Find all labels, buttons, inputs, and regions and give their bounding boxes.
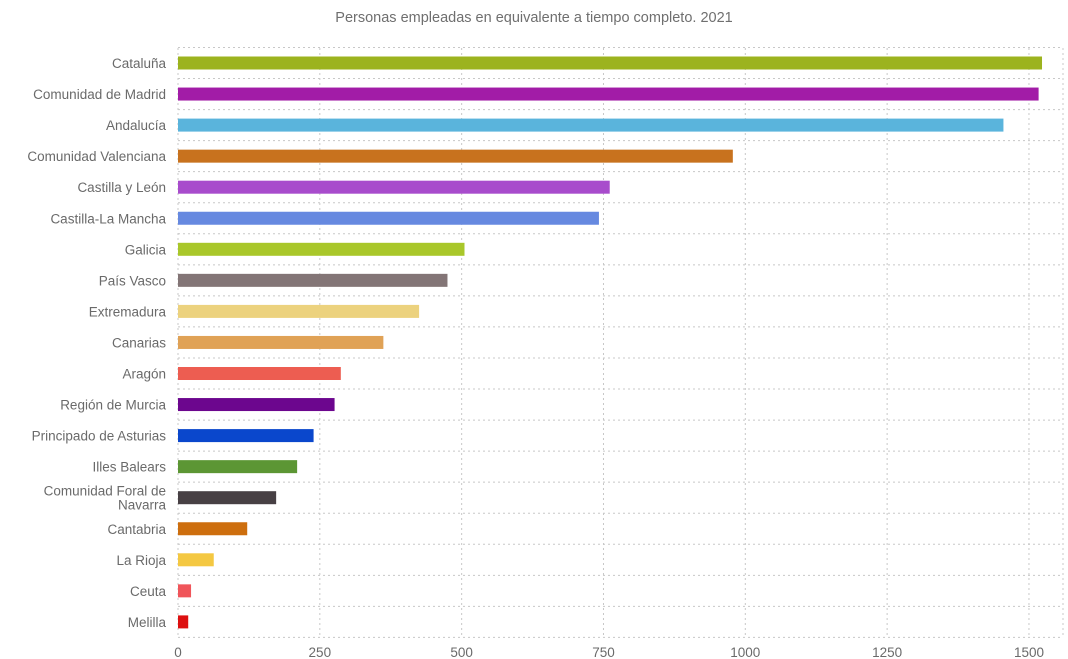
- category-label: País Vasco: [99, 273, 166, 288]
- bar[interactable]: [178, 180, 610, 194]
- bar[interactable]: [178, 211, 599, 225]
- category-label: Castilla y León: [77, 180, 166, 195]
- bar[interactable]: [178, 335, 384, 349]
- x-tick-label: 1500: [1014, 645, 1044, 659]
- bar[interactable]: [178, 56, 1043, 70]
- category-label: Andalucía: [106, 118, 167, 133]
- category-label: Cantabria: [107, 522, 166, 537]
- x-tick-label: 0: [174, 645, 182, 659]
- bar[interactable]: [178, 87, 1039, 101]
- bar-layer: [178, 56, 1043, 629]
- x-tick-label: 1000: [730, 645, 760, 659]
- bar[interactable]: [178, 304, 420, 318]
- category-label: Galicia: [125, 242, 167, 257]
- bar[interactable]: [178, 460, 298, 474]
- chart-title: Personas empleadas en equivalente a tiem…: [335, 10, 733, 26]
- bar[interactable]: [178, 398, 335, 412]
- bar[interactable]: [178, 522, 248, 536]
- category-label: Comunidad Valenciana: [27, 149, 166, 164]
- category-label: Comunidad de Madrid: [33, 87, 166, 102]
- category-label: Canarias: [112, 335, 166, 350]
- tick-label-layer: 0 250 500 750 1000 1250 1500: [174, 645, 1044, 659]
- x-tick-label: 250: [309, 645, 332, 659]
- category-label: Cataluña: [112, 56, 167, 71]
- category-label: Aragón: [122, 367, 166, 382]
- bar[interactable]: [178, 615, 189, 629]
- category-label: La Rioja: [116, 553, 166, 568]
- bar[interactable]: [178, 429, 314, 443]
- category-label: Extremadura: [89, 304, 167, 319]
- category-label: Ceuta: [130, 584, 167, 599]
- bar[interactable]: [178, 273, 448, 287]
- category-label: Principado de Asturias: [32, 429, 167, 444]
- bar[interactable]: [178, 367, 341, 380]
- category-label: Illes Balears: [92, 460, 166, 475]
- category-label: Comunidad Foral de Navarra: [44, 484, 167, 513]
- category-label: Región de Murcia: [60, 398, 166, 413]
- category-label: Melilla: [128, 615, 167, 630]
- bar[interactable]: [178, 242, 465, 256]
- x-tick-label: 1250: [872, 645, 902, 659]
- bar[interactable]: [178, 491, 277, 505]
- bar[interactable]: [178, 584, 192, 598]
- bar[interactable]: [178, 118, 1004, 132]
- bar[interactable]: [178, 553, 214, 567]
- x-tick-label: 500: [450, 645, 473, 659]
- x-tick-label: 750: [592, 645, 615, 659]
- bar[interactable]: [178, 149, 733, 163]
- category-label-layer: Cataluña Comunidad de Madrid Andalucía Comu…: [27, 56, 166, 630]
- category-label: Castilla-La Mancha: [50, 211, 166, 226]
